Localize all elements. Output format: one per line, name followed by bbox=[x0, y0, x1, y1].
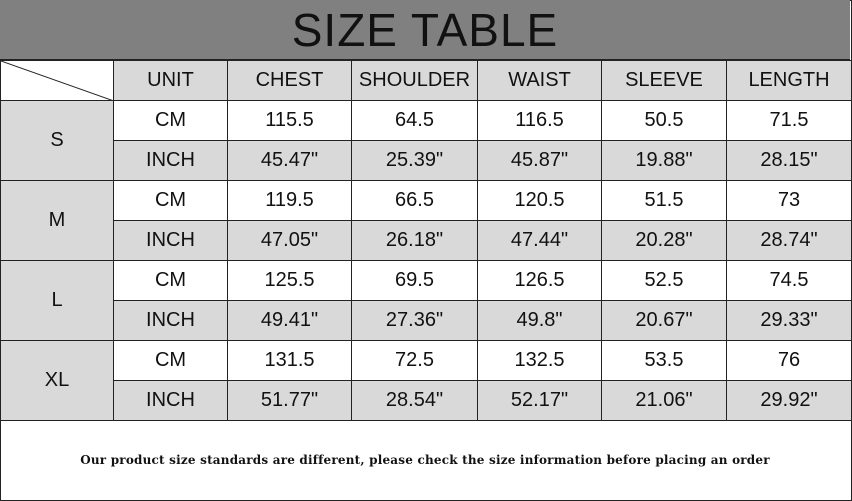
measurement-cell: 64.5 bbox=[351, 100, 478, 141]
measurement-cell: 69.5 bbox=[351, 260, 478, 301]
measurement-cell: 29.92" bbox=[726, 380, 852, 421]
measurement-cell: 45.47" bbox=[227, 140, 352, 181]
measurement-cell: 120.5 bbox=[477, 180, 602, 221]
table-row: S CM 115.5 64.5 116.5 50.5 71.5 bbox=[0, 100, 852, 181]
measurement-cell: 51.5 bbox=[601, 180, 727, 221]
size-label: L bbox=[0, 260, 114, 341]
corner-cell bbox=[0, 60, 114, 101]
unit-cell: INCH bbox=[113, 300, 228, 341]
measurement-cell: 76 bbox=[726, 340, 852, 381]
measurement-cell: 73 bbox=[726, 180, 852, 221]
size-label: S bbox=[0, 100, 114, 181]
column-header: SHOULDER bbox=[351, 60, 478, 101]
column-header: WAIST bbox=[477, 60, 602, 101]
unit-cell: INCH bbox=[113, 220, 228, 261]
table-row: INCH 49.41" 27.36" 49.8" 20.67" 29.33" bbox=[1, 300, 852, 341]
measurement-cell: 52.5 bbox=[601, 260, 727, 301]
measurement-cell: 49.41" bbox=[227, 300, 352, 341]
measurement-cell: 21.06" bbox=[601, 380, 727, 421]
column-header: SLEEVE bbox=[601, 60, 727, 101]
column-header: CHEST bbox=[227, 60, 352, 101]
measurement-cell: 26.18" bbox=[351, 220, 478, 261]
measurement-cell: 53.5 bbox=[601, 340, 727, 381]
table-row: INCH 47.05" 26.18" 47.44" 20.28" 28.74" bbox=[1, 220, 852, 261]
measurement-cell: 47.05" bbox=[227, 220, 352, 261]
measurement-cell: 28.54" bbox=[351, 380, 478, 421]
measurement-cell: 19.88" bbox=[601, 140, 727, 181]
table-row: M CM 119.5 66.5 120.5 51.5 73 bbox=[0, 180, 852, 261]
measurement-cell: 126.5 bbox=[477, 260, 602, 301]
measurement-cell: 74.5 bbox=[726, 260, 852, 301]
size-label: M bbox=[0, 180, 114, 261]
measurement-cell: 51.77" bbox=[227, 380, 352, 421]
measurement-cell: 47.44" bbox=[477, 220, 602, 261]
measurement-cell: 72.5 bbox=[351, 340, 478, 381]
header-row: UNIT CHEST SHOULDER WAIST SLEEVE LENGTH bbox=[0, 60, 852, 101]
measurement-cell: 50.5 bbox=[601, 100, 727, 141]
measurement-cell: 131.5 bbox=[227, 340, 352, 381]
measurement-cell: 66.5 bbox=[351, 180, 478, 221]
column-header: UNIT bbox=[113, 60, 228, 101]
unit-cell: CM bbox=[113, 340, 228, 381]
measurement-cell: 52.17" bbox=[477, 380, 602, 421]
measurement-cell: 119.5 bbox=[227, 180, 352, 221]
table-row: INCH 45.47" 25.39" 45.87" 19.88" 28.15" bbox=[1, 140, 852, 181]
measurement-cell: 116.5 bbox=[477, 100, 602, 141]
measurement-cell: 115.5 bbox=[227, 100, 352, 141]
measurement-cell: 71.5 bbox=[726, 100, 852, 141]
size-table: UNIT CHEST SHOULDER WAIST SLEEVE LENGTH S CM 115… bbox=[0, 60, 852, 421]
table-row: L CM 125.5 69.5 126.5 52.5 74.5 bbox=[0, 260, 852, 341]
measurement-cell: 28.15" bbox=[726, 140, 852, 181]
measurement-cell: 132.5 bbox=[477, 340, 602, 381]
measurement-cell: 125.5 bbox=[227, 260, 352, 301]
diagonal-divider bbox=[1, 61, 114, 101]
table-row: INCH 51.77" 28.54" 52.17" 21.06" 29.92" bbox=[1, 380, 852, 421]
measurement-cell: 28.74" bbox=[726, 220, 852, 261]
page-title: SIZE TABLE bbox=[0, 0, 850, 60]
measurement-cell: 49.8" bbox=[477, 300, 602, 341]
unit-cell: CM bbox=[113, 180, 228, 221]
measurement-cell: 20.28" bbox=[601, 220, 727, 261]
measurement-cell: 29.33" bbox=[726, 300, 852, 341]
measurement-cell: 20.67" bbox=[601, 300, 727, 341]
measurement-cell: 25.39" bbox=[351, 140, 478, 181]
unit-cell: INCH bbox=[113, 380, 228, 421]
unit-cell: CM bbox=[113, 260, 228, 301]
footer-note: Our product size standards are different… bbox=[80, 452, 770, 467]
unit-cell: CM bbox=[113, 100, 228, 141]
measurement-cell: 45.87" bbox=[477, 140, 602, 181]
size-label: XL bbox=[0, 340, 114, 421]
unit-cell: INCH bbox=[113, 140, 228, 181]
measurement-cell: 27.36" bbox=[351, 300, 478, 341]
column-header: LENGTH bbox=[726, 60, 852, 101]
table-row: XL CM 131.5 72.5 132.5 53.5 76 bbox=[0, 340, 852, 421]
